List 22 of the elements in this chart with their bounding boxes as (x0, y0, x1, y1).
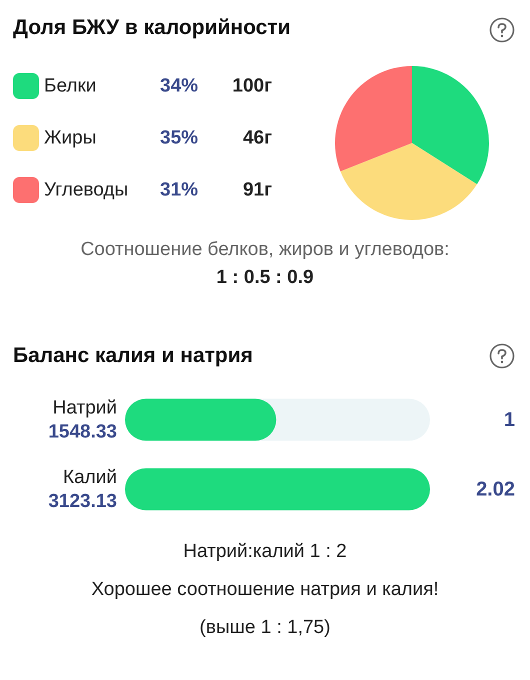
y-tick-label: Натрий (52, 397, 117, 418)
data-label: 34% (160, 76, 198, 96)
text: Хорошее соотношение натрия и калия! (91, 579, 439, 600)
legend-label: Жиры (44, 128, 96, 148)
legend-label: Белки (44, 76, 96, 96)
data-label: 1548.33 (48, 421, 117, 442)
y-tick-label: Калий (63, 466, 117, 488)
data-label: 35% (160, 128, 198, 148)
text: (выше 1 : 1,75) (200, 617, 330, 638)
text: 1 (504, 408, 515, 431)
chart-title: Доля БЖУ в калорийности (13, 16, 291, 39)
text: Соотношение белков, жиров и углеводов: (80, 239, 450, 260)
chart-title: Баланс калия и натрия (13, 344, 253, 367)
data-label: 3123.13 (48, 490, 117, 512)
text: 2.02 (476, 478, 515, 500)
text: 100г (232, 76, 272, 96)
text: 91г (242, 180, 272, 200)
data-label: 31% (160, 180, 198, 200)
legend-label: Углеводы (44, 180, 128, 200)
text: 46г (242, 128, 272, 148)
text: Натрий:калий 1 : 2 (183, 541, 347, 562)
text: 1 : 0.5 : 0.9 (216, 267, 314, 288)
